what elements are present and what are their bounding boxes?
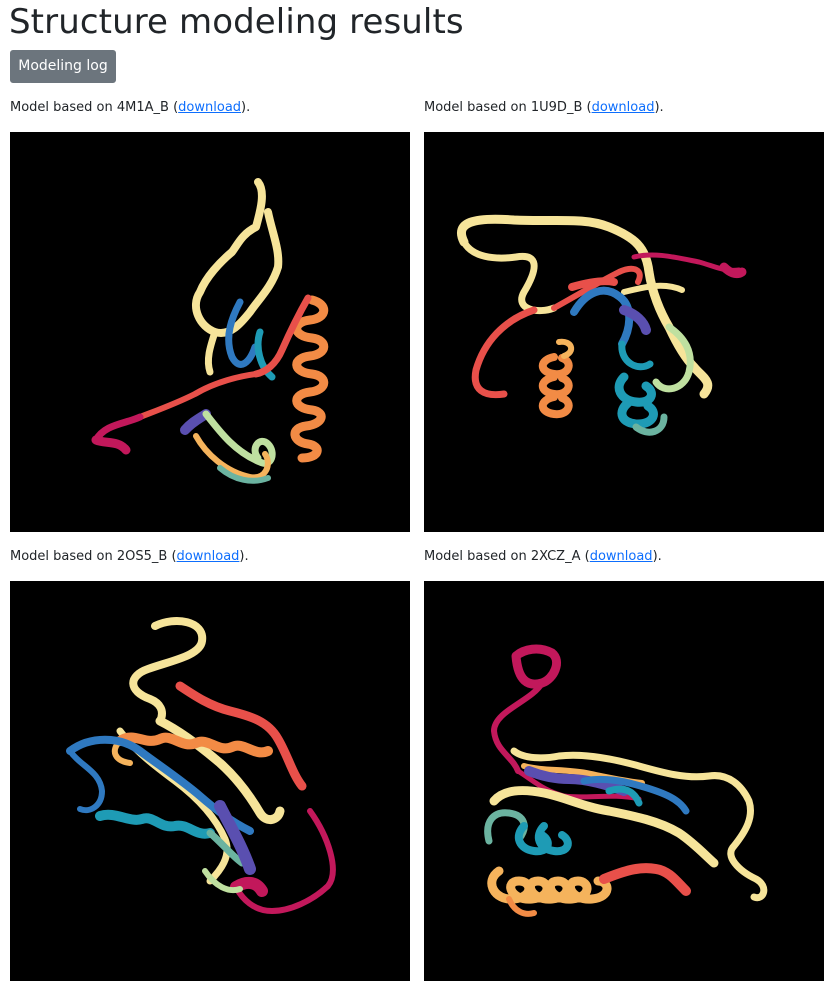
protein-ribbon-render — [91, 178, 329, 484]
structure-viewer[interactable] — [10, 581, 410, 981]
download-link[interactable]: download — [176, 549, 240, 564]
structure-viewer[interactable] — [424, 581, 824, 981]
template-id: 2OS5_B — [116, 549, 168, 564]
protein-ribbon-render — [457, 214, 747, 436]
model-caption: Model based on 1U9D_B (download). — [424, 100, 664, 115]
modeling-log-button[interactable]: Modeling log — [10, 50, 116, 83]
model-caption: Model based on 2OS5_B (download). — [10, 549, 249, 564]
structure-viewer[interactable] — [424, 132, 824, 532]
template-id: 2XCZ_A — [530, 549, 581, 564]
page-title: Structure modeling results — [9, 2, 464, 42]
download-link[interactable]: download — [589, 549, 653, 564]
download-link[interactable]: download — [178, 100, 242, 115]
template-id: 1U9D_B — [530, 100, 583, 115]
model-caption: Model based on 2XCZ_A (download). — [424, 549, 662, 564]
protein-ribbon-render — [484, 644, 768, 917]
structure-viewer[interactable] — [10, 132, 410, 532]
model-caption: Model based on 4M1A_B (download). — [10, 100, 251, 115]
protein-ribbon-render — [66, 617, 336, 914]
download-link[interactable]: download — [591, 100, 655, 115]
template-id: 4M1A_B — [116, 100, 169, 115]
